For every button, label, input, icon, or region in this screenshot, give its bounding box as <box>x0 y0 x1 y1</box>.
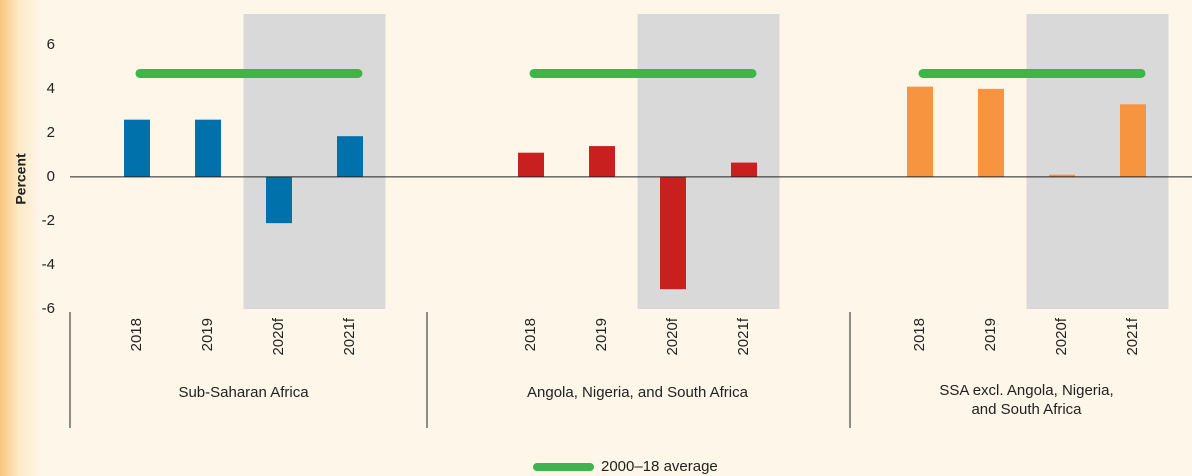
x-tick-label: 2018 <box>911 318 928 351</box>
bar <box>660 176 686 290</box>
y-tick-label: 0 <box>47 168 55 185</box>
forecast-shading <box>1026 14 1098 309</box>
group-label: Sub-Saharan Africa <box>178 384 309 401</box>
x-tick-label: 2019 <box>199 318 216 351</box>
forecast-shading <box>708 14 780 309</box>
y-tick-label: -2 <box>42 212 55 229</box>
x-tick-label: 2018 <box>522 318 539 351</box>
bar <box>518 152 544 177</box>
y-tick-label: -6 <box>42 300 55 317</box>
bar <box>907 86 933 177</box>
bar <box>195 119 221 177</box>
bar <box>978 88 1004 177</box>
y-tick-label: 6 <box>47 36 55 53</box>
x-tick-label: 2020f <box>270 317 287 355</box>
y-tick-label: 2 <box>47 124 55 141</box>
x-tick-label: 2021f <box>1124 317 1141 355</box>
y-axis-label: Percent <box>13 153 29 205</box>
x-tick-label: 2020f <box>664 317 681 355</box>
forecast-shading <box>243 14 315 309</box>
bar <box>731 162 757 177</box>
bar <box>337 136 363 177</box>
x-tick-label: 2019 <box>593 318 610 351</box>
bar <box>589 146 615 177</box>
legend-label: 2000–18 average <box>601 458 718 475</box>
bar <box>1120 104 1146 177</box>
y-tick-label: -4 <box>42 256 55 273</box>
y-tick-label: 4 <box>47 80 55 97</box>
x-tick-label: 2021f <box>735 317 752 355</box>
group-label: SSA excl. Angola, Nigeria, and South Afr… <box>939 382 1114 418</box>
x-tick-label: 2021f <box>341 317 358 355</box>
x-tick-label: 2020f <box>1053 317 1070 355</box>
x-tick-label: 2018 <box>128 318 145 351</box>
group-label: Angola, Nigeria, and South Africa <box>527 384 748 401</box>
bar <box>266 176 292 224</box>
bar <box>1049 174 1075 177</box>
x-tick-label: 2019 <box>982 318 999 351</box>
bar <box>124 119 150 177</box>
